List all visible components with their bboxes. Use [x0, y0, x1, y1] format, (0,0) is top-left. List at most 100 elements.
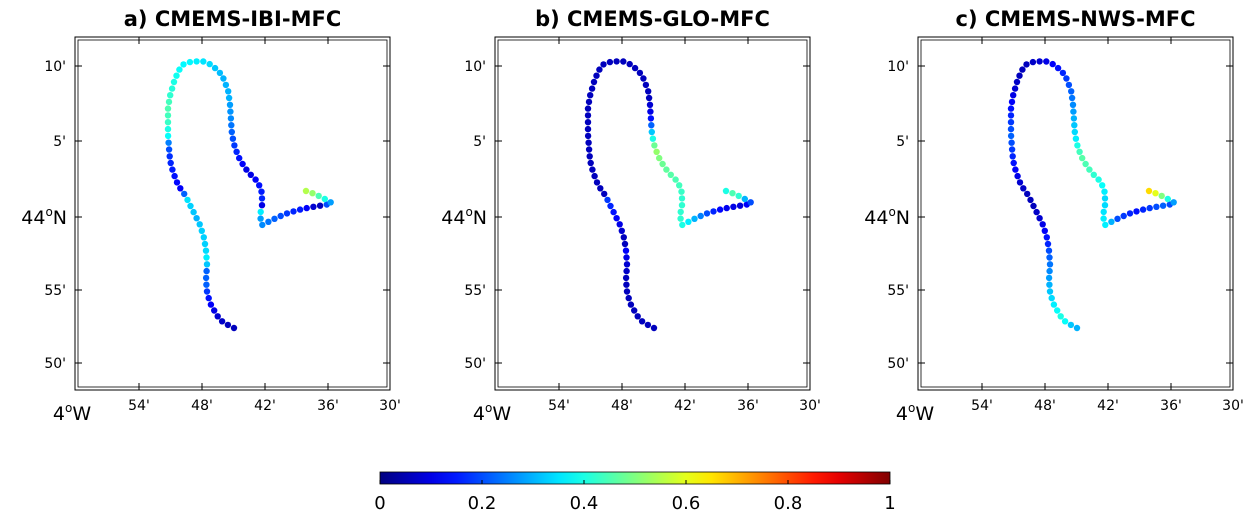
track-point: [645, 88, 652, 95]
track-point: [196, 221, 203, 228]
track-point: [590, 78, 598, 86]
track-point: [1046, 261, 1054, 268]
track-point: [201, 240, 209, 248]
track-point: [1012, 166, 1019, 173]
track-point: [202, 247, 210, 254]
track-point: [631, 64, 639, 72]
track-point: [672, 176, 679, 183]
track-point: [1013, 78, 1021, 86]
track-point: [193, 58, 200, 65]
track-point: [1014, 172, 1021, 180]
panel-title: c) CMEMS-NWS-MFC: [956, 7, 1196, 31]
track-point: [187, 202, 194, 210]
track-point: [1126, 210, 1134, 217]
track-point: [176, 66, 183, 73]
track-point: [1045, 274, 1053, 282]
track-point: [1070, 108, 1077, 115]
track-point: [736, 202, 744, 209]
track-point: [649, 135, 657, 142]
track-point: [627, 301, 635, 308]
track-point: [610, 208, 617, 216]
track-point: [1065, 81, 1073, 89]
track-point: [257, 208, 264, 216]
track-point: [228, 128, 235, 136]
track-point: [327, 199, 334, 206]
track-point: [647, 108, 654, 115]
track-point: [1100, 215, 1107, 222]
track-point: [584, 105, 592, 112]
track-point: [1146, 204, 1153, 212]
track-point: [1054, 307, 1061, 314]
track-point: [741, 195, 748, 203]
track-point: [165, 139, 172, 146]
x-tick-label: 42': [1097, 398, 1119, 414]
track-point: [205, 294, 212, 302]
track-point: [623, 281, 630, 288]
track-point: [622, 274, 630, 282]
panel-title: b) CMEMS-GLO-MFC: [535, 7, 770, 31]
map-frame-inner: [497, 39, 808, 388]
track-point: [644, 321, 652, 329]
colorbar-tick-label: 0.6: [672, 493, 701, 514]
track-point: [198, 227, 205, 234]
y-tick-label: 5': [473, 134, 486, 150]
track-point: [650, 324, 658, 332]
track-point: [259, 221, 266, 229]
track-point: [747, 199, 754, 206]
y-tick-label: 44oN: [441, 205, 487, 229]
track-point: [207, 301, 215, 308]
track-point: [226, 101, 234, 109]
x-tick-label: 4oW: [896, 401, 934, 425]
track-point: [164, 112, 172, 119]
track-point: [1010, 159, 1017, 167]
x-tick-label: 48': [611, 398, 633, 414]
track-point: [729, 190, 736, 197]
track-point: [1046, 281, 1053, 288]
track-point: [171, 172, 178, 180]
track-point: [315, 192, 322, 200]
track-point: [1027, 196, 1034, 204]
x-tick-label: 4oW: [473, 401, 511, 425]
track-point: [1048, 294, 1055, 302]
track-point: [1046, 267, 1053, 275]
track-point: [1100, 208, 1107, 216]
track-point: [618, 227, 625, 234]
y-tick-label: 50': [464, 356, 486, 372]
track-point: [625, 294, 632, 302]
track-point: [584, 132, 592, 140]
track-point: [1072, 135, 1080, 142]
track-point: [168, 85, 176, 92]
track-point: [1074, 142, 1081, 149]
track-point: [1050, 301, 1058, 308]
track-point: [200, 234, 207, 241]
track-point: [653, 148, 660, 155]
track-point: [167, 159, 174, 167]
y-tick-label: 55': [887, 283, 909, 299]
track-point: [283, 210, 291, 217]
track-point: [587, 92, 594, 99]
colorbar-tick-label: 0.2: [468, 493, 497, 514]
track-point: [722, 187, 730, 195]
track-point: [623, 261, 631, 268]
track-point: [184, 196, 191, 204]
track-point: [678, 195, 686, 202]
track-point: [200, 58, 207, 65]
track-point: [165, 98, 173, 106]
track-point: [623, 267, 630, 275]
track-point: [723, 204, 730, 212]
track-point: [203, 254, 210, 261]
track-point: [1076, 148, 1083, 155]
track-point: [667, 171, 674, 178]
track-point: [1011, 85, 1019, 92]
track-point: [685, 218, 692, 225]
track-point: [616, 221, 623, 228]
track-point: [164, 125, 172, 133]
track-point: [648, 122, 655, 129]
track-point: [1008, 139, 1015, 146]
track-point: [1101, 188, 1108, 195]
track-points: [584, 58, 754, 332]
track-point: [586, 153, 593, 160]
track-point: [1016, 72, 1023, 79]
track-point: [1036, 215, 1043, 222]
track-point: [1082, 160, 1089, 168]
